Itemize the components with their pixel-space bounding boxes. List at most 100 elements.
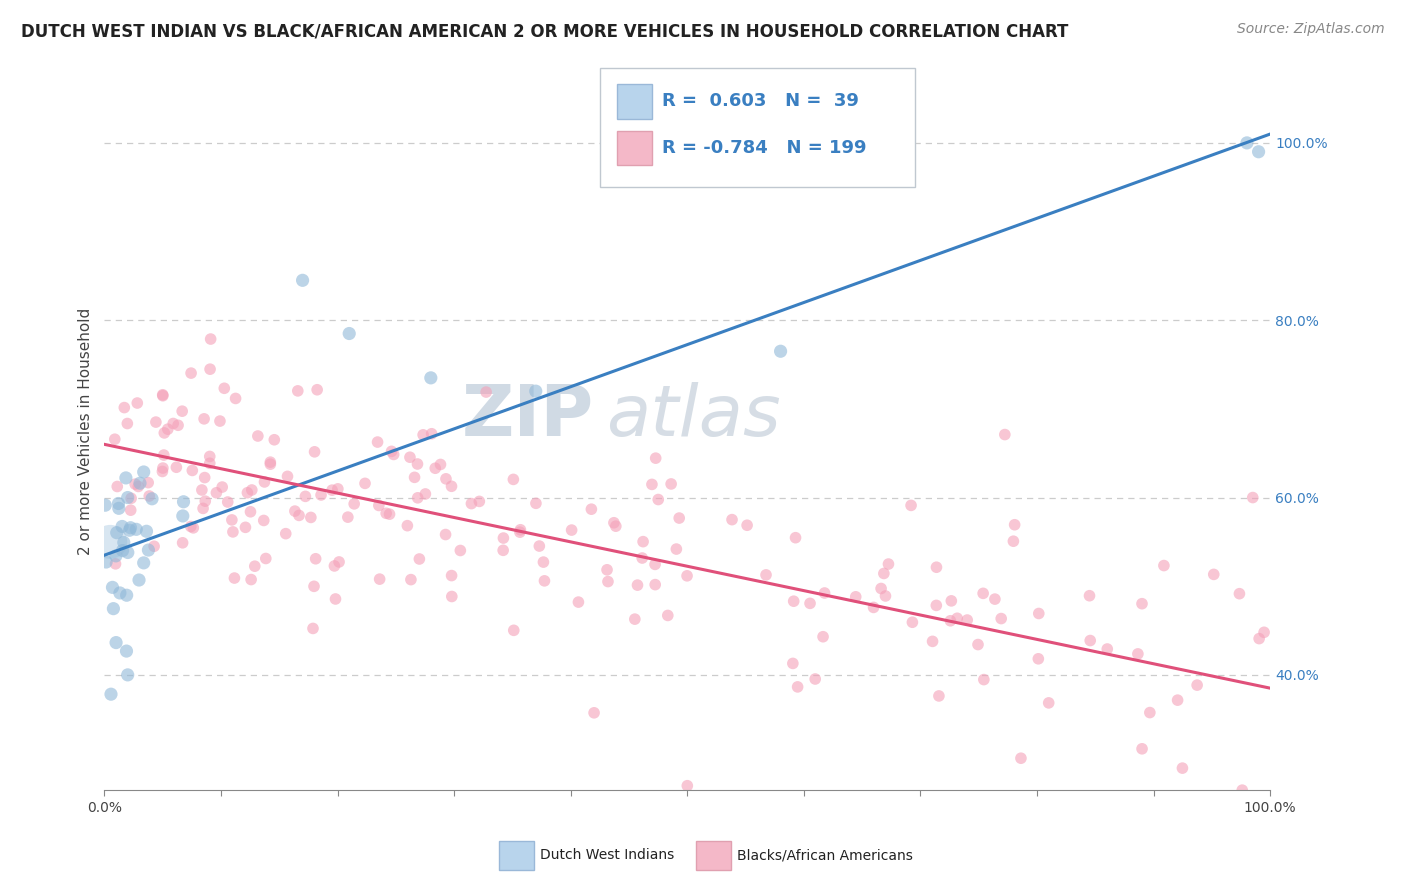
Point (449, 543, 471, 558)
Point (420, 426, 443, 441)
Point (1236, 136, 1258, 150)
Point (165, 460, 187, 475)
Text: Source: ZipAtlas.com: Source: ZipAtlas.com (1237, 22, 1385, 37)
Point (225, 392, 247, 406)
Point (323, 558, 346, 573)
Point (941, 594, 963, 608)
Point (276, 469, 298, 483)
Point (657, 608, 679, 623)
Point (309, 488, 332, 502)
Point (492, 543, 515, 558)
Point (152, 465, 174, 479)
Point (288, 508, 311, 523)
Text: R =  0.603   N =  39: R = 0.603 N = 39 (662, 93, 859, 111)
Point (676, 569, 699, 583)
Point (205, 485, 228, 500)
Point (117, 491, 139, 505)
Point (721, 513, 744, 527)
Point (172, 508, 194, 523)
Point (415, 487, 437, 501)
Point (596, 574, 619, 589)
Point (419, 371, 441, 385)
Point (172, 536, 194, 550)
Point (1232, 783, 1254, 797)
Point (141, 491, 163, 506)
Point (299, 510, 322, 524)
Point (172, 404, 194, 418)
Point (127, 479, 149, 493)
Point (240, 483, 263, 497)
Point (967, 638, 990, 652)
Point (124, 477, 146, 491)
Point (112, 401, 135, 415)
Point (105, 479, 128, 493)
Point (509, 523, 531, 537)
Point (104, 557, 127, 571)
Point (259, 457, 281, 471)
Point (152, 388, 174, 402)
Point (1249, 632, 1271, 646)
Point (509, 525, 531, 540)
Point (901, 615, 924, 630)
Point (984, 592, 1007, 607)
Point (862, 600, 884, 615)
Point (1078, 589, 1101, 603)
Point (1126, 647, 1149, 661)
Point (153, 448, 176, 462)
Point (343, 497, 366, 511)
Point (104, 432, 127, 446)
Point (1253, 625, 1275, 640)
Point (115, 471, 138, 485)
Point (135, 524, 157, 539)
Point (181, 521, 204, 535)
Point (105, 525, 128, 540)
Point (143, 539, 166, 553)
Point (1097, 642, 1119, 657)
Point (132, 556, 155, 570)
Point (813, 586, 835, 600)
Point (221, 513, 243, 527)
Point (120, 491, 142, 506)
Point (112, 535, 135, 549)
Point (529, 539, 551, 553)
Point (198, 450, 221, 464)
FancyBboxPatch shape (617, 84, 652, 119)
Text: R = -0.784   N = 199: R = -0.784 N = 199 (662, 139, 866, 157)
Point (117, 668, 139, 682)
Point (274, 526, 297, 541)
Point (382, 447, 405, 461)
Point (440, 568, 463, 582)
Point (1171, 761, 1194, 775)
Point (105, 635, 128, 649)
Point (211, 480, 233, 494)
Text: ZIP: ZIP (461, 382, 595, 451)
Point (596, 563, 619, 577)
Point (533, 574, 555, 588)
Point (153, 425, 176, 440)
Point (502, 624, 524, 638)
Point (194, 494, 217, 508)
Point (128, 573, 150, 587)
Point (236, 485, 259, 500)
Point (875, 589, 897, 603)
Point (399, 573, 422, 587)
Point (94, 498, 117, 512)
Point (156, 422, 179, 436)
Point (243, 559, 266, 574)
Point (304, 445, 326, 459)
Point (972, 586, 994, 600)
Point (785, 531, 807, 545)
Point (939, 614, 962, 628)
Point (378, 507, 401, 521)
Point (253, 475, 276, 489)
Point (287, 384, 309, 398)
Point (631, 551, 654, 566)
Text: Dutch West Indians: Dutch West Indians (540, 848, 673, 863)
Point (799, 596, 821, 610)
Point (132, 465, 155, 479)
Point (990, 611, 1012, 625)
Point (626, 578, 648, 592)
Point (946, 611, 969, 625)
Point (925, 599, 948, 613)
Point (208, 414, 231, 428)
